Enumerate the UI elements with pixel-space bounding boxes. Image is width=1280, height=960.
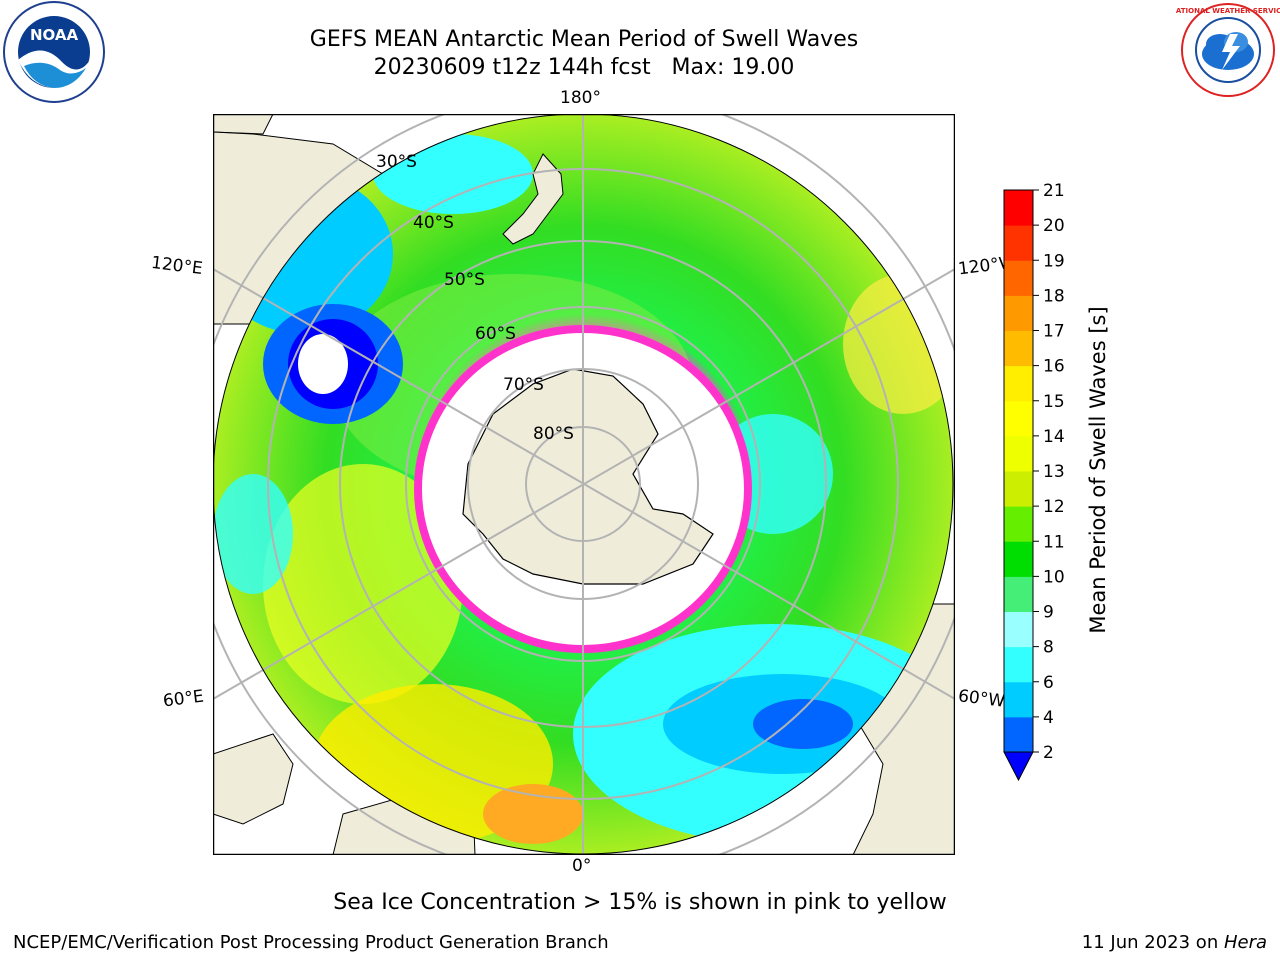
colorbar-boxes	[1003, 189, 1034, 782]
colorbar-box	[1004, 225, 1033, 261]
noaa-logo-icon: NOAA	[3, 1, 105, 103]
title-line-2: 20230609 t12z 144h fcst Max: 19.00	[373, 55, 795, 80]
title-line-1: GEFS MEAN Antarctic Mean Period of Swell…	[309, 27, 859, 52]
lat-label-30s: 30°S	[376, 152, 417, 172]
lat-label-40s: 40°S	[413, 213, 454, 233]
colorbar-tick-label: 2	[1043, 743, 1054, 763]
footer-date-text: 11 Jun 2023 on	[1081, 932, 1224, 953]
colorbar-tick-label: 16	[1043, 357, 1065, 377]
colorbar-tick-label: 8	[1043, 638, 1054, 658]
colorbar-tick-label: 11	[1043, 532, 1065, 552]
colorbar-box	[1004, 365, 1033, 402]
colorbar-under-arrow	[1003, 751, 1034, 782]
colorbar-tick-label: 15	[1043, 392, 1065, 412]
colorbar-box	[1004, 506, 1033, 542]
colorbar-tick-label: 4	[1043, 708, 1054, 728]
colorbar-tick-label: 6	[1043, 673, 1054, 693]
colorbar-box	[1004, 190, 1033, 226]
colorbar-box	[1004, 681, 1033, 718]
colorbar-box	[1004, 400, 1033, 437]
lat-label-80s: 80°S	[533, 424, 574, 444]
nws-logo-text: NATIONAL WEATHER SERVICE	[1176, 7, 1280, 15]
colorbar-label: Mean Period of Swell Waves [s]	[1086, 306, 1110, 634]
colorbar-box	[1004, 330, 1033, 367]
colorbar: 2 4 6 8 9 10 11 12 13 14 15 16 17 18 19 20 21	[1003, 181, 1065, 782]
colorbar-box	[1004, 295, 1033, 331]
footer-date: 11 Jun 2023 on Hera	[1082, 932, 1267, 953]
lon-label-left-lower: 60°E	[161, 686, 205, 712]
colorbar-box	[1004, 471, 1033, 507]
lat-label-60s: 60°S	[475, 324, 516, 344]
colorbar-tick-label: 19	[1043, 251, 1065, 271]
nws-logo-icon: NATIONAL WEATHER SERVICE	[1176, 3, 1280, 97]
polar-map	[213, 114, 955, 855]
colorbar-box	[1004, 541, 1033, 577]
noaa-logo-text: NOAA	[30, 26, 79, 44]
footer-credit: NCEP/EMC/Verification Post Processing Pr…	[13, 932, 609, 953]
colorbar-box	[1004, 435, 1033, 472]
colorbar-box	[1004, 611, 1033, 648]
map-frame	[213, 114, 955, 855]
graticule	[213, 114, 955, 855]
colorbar-box	[1004, 646, 1033, 683]
lon-label-left-upper: 120°E	[149, 252, 204, 280]
colorbar-tick-label: 17	[1043, 322, 1065, 342]
lon-label-bottom: 0°	[572, 856, 592, 876]
lat-label-50s: 50°S	[444, 270, 485, 290]
colorbar-tick-label: 10	[1043, 567, 1065, 587]
footer-host: Hera	[1223, 932, 1267, 953]
colorbar-tick-label: 9	[1043, 603, 1054, 623]
colorbar-box	[1004, 576, 1033, 612]
colorbar-ticks: 2 4 6 8 9 10 11 12 13 14 15 16 17 18 19 20 21	[1033, 181, 1065, 763]
lat-label-70s: 70°S	[503, 375, 544, 395]
colorbar-tick-label: 21	[1043, 181, 1065, 201]
map-title: GEFS MEAN Antarctic Mean Period of Swell…	[0, 26, 1168, 82]
colorbar-box	[1004, 716, 1033, 753]
lon-label-top: 180°	[560, 88, 601, 108]
colorbar-tick-label: 14	[1043, 427, 1065, 447]
sea-ice-caption: Sea Ice Concentration > 15% is shown in …	[333, 890, 947, 915]
colorbar-tick-label: 18	[1043, 286, 1065, 306]
colorbar-tick-label: 20	[1043, 216, 1065, 236]
colorbar-tick-label: 13	[1043, 462, 1065, 482]
colorbar-box	[1004, 260, 1033, 296]
colorbar-tick-label: 12	[1043, 497, 1065, 517]
new-zealand	[502, 153, 564, 245]
